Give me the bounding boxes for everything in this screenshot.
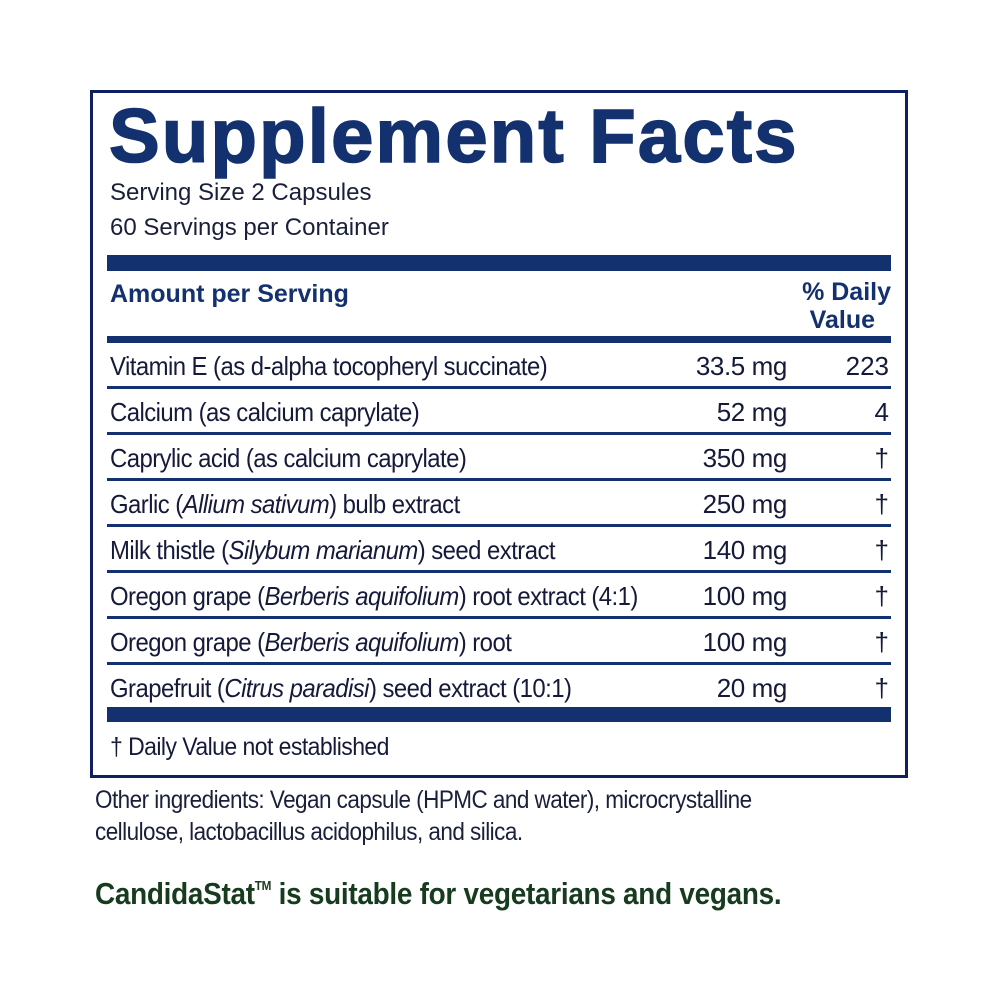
ingredient-name: Oregon grape (Berberis aquifolium) root … [110,581,638,611]
table-row: Oregon grape (Berberis aquifolium) root … [107,619,891,665]
table-row: Milk thistle (Silybum marianum) seed ext… [107,527,891,573]
table-row: Grapefruit (Citrus paradisi) seed extrac… [107,665,891,711]
row-divider [107,386,891,389]
ingredient-daily-value: † [874,443,889,473]
supplement-facts-panel: Supplement Facts Serving Size 2 Capsules… [90,90,908,778]
row-divider [107,616,891,619]
ingredient-amount: 350 mg [702,443,788,473]
servings-per-container: 60 Servings per Container [110,214,389,241]
ingredient-daily-value: † [874,535,889,565]
trademark-symbol: TM [254,878,272,893]
ingredient-amount: 52 mg [716,397,788,427]
daily-value-header-line1: % Daily [802,278,891,306]
ingredient-amount: 100 mg [702,627,788,657]
brand-name: CandidaStat [95,876,255,911]
label-title: Supplement Facts [108,94,799,179]
ingredient-amount: 250 mg [702,489,788,519]
ingredient-amount: 100 mg [702,581,788,611]
ingredient-name: Vitamin E (as d-alpha tocopheryl succina… [110,351,548,381]
table-row: Calcium (as calcium caprylate) 52 mg 4 [107,389,891,435]
ingredient-daily-value: 223 [845,351,889,381]
other-ingredients-line2: cellulose, lactobacillus acidophilus, an… [95,818,523,846]
ingredient-name: Oregon grape (Berberis aquifolium) root [110,627,512,657]
ingredient-daily-value: † [874,489,889,519]
ingredient-amount: 20 mg [716,673,788,703]
thick-divider-top [107,255,891,271]
ingredient-name: Milk thistle (Silybum marianum) seed ext… [110,535,556,565]
table-row: Garlic (Allium sativum) bulb extract 250… [107,481,891,527]
other-ingredients-line1: Other ingredients: Vegan capsule (HPMC a… [95,786,752,814]
table-row: Caprylic acid (as calcium caprylate) 350… [107,435,891,481]
ingredient-daily-value: 4 [874,397,889,427]
ingredient-name: Garlic (Allium sativum) bulb extract [110,489,460,519]
table-row: Oregon grape (Berberis aquifolium) root … [107,573,891,619]
ingredient-daily-value: † [874,673,889,703]
daily-value-header-line2: Value [809,306,875,334]
row-divider [107,662,891,665]
ingredient-name: Calcium (as calcium caprylate) [110,397,420,427]
daily-value-footnote: † Daily Value not established [110,733,389,761]
header-divider [107,336,891,343]
ingredient-daily-value: † [874,581,889,611]
row-divider [107,524,891,527]
ingredient-amount: 33.5 mg [695,351,788,381]
row-divider [107,478,891,481]
suitability-text: is suitable for vegetarians and vegans. [271,876,782,911]
other-ingredients: Other ingredients: Vegan capsule (HPMC a… [95,784,925,848]
daily-value-header: % Daily Value [802,278,891,334]
row-divider [107,432,891,435]
ingredient-name: Grapefruit (Citrus paradisi) seed extrac… [110,673,572,703]
table-row: Vitamin E (as d-alpha tocopheryl succina… [107,343,891,389]
ingredient-name: Caprylic acid (as calcium caprylate) [110,443,467,473]
amount-per-serving-header: Amount per Serving [110,280,349,308]
thick-divider-bottom [107,707,891,722]
row-divider [107,570,891,573]
suitability-statement: CandidaStatTM is suitable for vegetarian… [95,876,782,912]
ingredient-amount: 140 mg [702,535,788,565]
ingredient-daily-value: † [874,627,889,657]
serving-size: Serving Size 2 Capsules [110,179,372,206]
